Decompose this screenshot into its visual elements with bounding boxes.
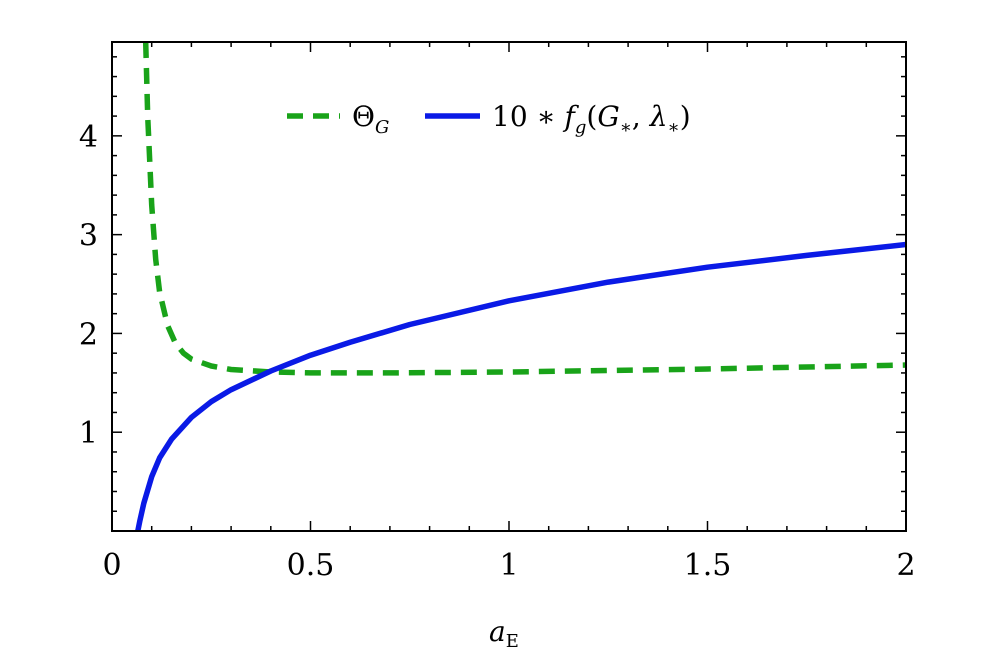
- x-tick-label: 0.5: [287, 548, 335, 583]
- legend: ΘG 10 ∗ fg(G∗, λ∗): [287, 100, 691, 138]
- legend-theta-sub: G: [375, 117, 389, 138]
- legend-label-fg: 10 ∗ fg(G∗, λ∗): [492, 100, 691, 138]
- legend-fg-lambda: λ: [649, 100, 668, 133]
- y-tick-label: 1: [79, 416, 98, 451]
- legend-fg-prefix: 10 ∗: [492, 100, 564, 133]
- y-tick-label: 2: [79, 317, 98, 352]
- legend-fg-star2: ∗: [667, 117, 679, 138]
- legend-fg-G: G: [597, 100, 619, 133]
- x-tick-label: 1: [499, 548, 518, 583]
- y-tick-label: 4: [79, 120, 98, 155]
- legend-theta-main: Θ: [352, 100, 375, 133]
- x-axis-label: aE: [489, 615, 519, 652]
- x-tick-label: 1.5: [684, 548, 732, 583]
- x-tick-label: 0: [102, 548, 121, 583]
- legend-fg-close: ): [680, 100, 691, 133]
- axis-ticks: [111, 42, 907, 532]
- series-lines: [135, 42, 906, 531]
- x-axis-label-main: a: [489, 615, 506, 648]
- y-tick-label: 3: [79, 219, 98, 254]
- legend-fg-open: (: [586, 100, 597, 133]
- legend-label-theta: ΘG: [352, 100, 389, 138]
- x-axis-label-sub: E: [506, 631, 519, 652]
- series-line-0: [142, 42, 906, 376]
- legend-fg-fsub: g: [575, 117, 587, 138]
- series-line-1: [135, 241, 906, 531]
- legend-fg-comma: ,: [632, 100, 650, 133]
- legend-fg-star1: ∗: [620, 117, 632, 138]
- tick-labels: 0 0.5 1 1.5 2 1 2 3 4: [79, 120, 916, 583]
- x-tick-label: 2: [896, 548, 915, 583]
